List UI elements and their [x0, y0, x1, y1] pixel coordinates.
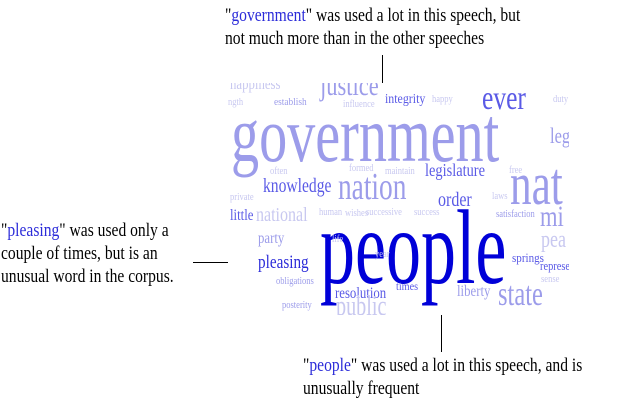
pointer-line-government [382, 55, 383, 95]
word-party: party [258, 230, 285, 247]
annotation-people-line-1: "people" was used a lot in this speech, … [303, 355, 583, 376]
word-duty: duty [553, 94, 569, 105]
word-ever: ever [482, 83, 526, 117]
word-success: success [414, 207, 440, 218]
annotation-pleasing-line-1-rest: " was used only a [59, 220, 169, 241]
word-pleasing: pleasing [258, 252, 309, 273]
word-private: private [230, 192, 254, 203]
word-justice: justice [320, 83, 379, 102]
word-public: public [336, 291, 387, 316]
word-cloud: happiness establish justice integrity happy e… [228, 83, 569, 315]
word-national: national [256, 204, 308, 226]
annotation-people-line-2: unusually frequent [303, 378, 420, 399]
annotation-pleasing-line-3: unusual word in the corpus. [1, 266, 174, 287]
annotation-people-line-1-rest: " was used a lot in this speech, and is [350, 355, 583, 376]
word-nat: nat [510, 151, 563, 217]
word-posterity: posterity [282, 300, 312, 311]
word-laws: laws [492, 191, 508, 202]
word-integrity: integrity [385, 92, 426, 107]
word-satisfaction: satisfaction [496, 209, 535, 220]
word-maintain: maintain [385, 166, 415, 177]
word-state: state [498, 276, 543, 313]
word-wishes: wishes [345, 208, 369, 219]
word-ngth: ngth [228, 97, 244, 108]
word-year: year [375, 249, 390, 260]
word-times: times [396, 279, 419, 293]
annotation-government: "government" was used a lot in this spee… [225, 4, 520, 50]
annotation-pleasing-line-1: "pleasing" was used only a [1, 220, 169, 241]
annotation-government-line-2: not much more than in the other speeches [225, 28, 485, 49]
word-establish: establish [274, 96, 307, 108]
word-legi: legi [550, 123, 569, 148]
word-legislature: legislature [425, 160, 485, 180]
word-happy: happy [432, 94, 453, 105]
word-little: little [230, 207, 254, 224]
word-resolution: resolution [335, 285, 387, 302]
keyword-government: government [231, 5, 306, 26]
annotation-government-line-1: "government" was used a lot in this spee… [225, 5, 521, 26]
keyword-people: people [309, 355, 351, 376]
annotation-government-line-1-rest: " was used a lot in this speech, but [305, 5, 521, 26]
word-government: government [231, 91, 500, 178]
word-pea: pea [541, 227, 566, 253]
word-nation: nation [338, 166, 407, 208]
word-people: people [320, 189, 507, 306]
word-human: human [319, 207, 343, 218]
word-liberty: liberty [457, 283, 491, 300]
keyword-pleasing: pleasing [7, 220, 60, 241]
word-happiness: happiness [230, 83, 281, 93]
annotation-pleasing: "pleasing" was used only a couple of tim… [1, 219, 174, 288]
word-formed: formed [349, 163, 374, 174]
word-represe: represe [540, 258, 569, 273]
annotation-people: "people" was used a lot in this speech, … [303, 354, 582, 400]
word-obligations: obligations [276, 276, 314, 287]
annotation-pleasing-line-2: couple of times, but is an [1, 243, 158, 264]
word-often: often [270, 166, 288, 177]
word-mi: mi [540, 200, 564, 233]
word-influence: influence [343, 99, 375, 110]
word-order: order [438, 189, 472, 211]
word-life: life [332, 234, 344, 245]
word-free: free [509, 165, 523, 176]
pointer-line-people [441, 314, 442, 352]
word-springs: springs [512, 250, 544, 265]
word-knowledge: knowledge [263, 175, 332, 197]
word-sense: sense [541, 274, 560, 285]
word-successive: successive [366, 207, 402, 218]
pointer-line-pleasing [193, 262, 253, 263]
